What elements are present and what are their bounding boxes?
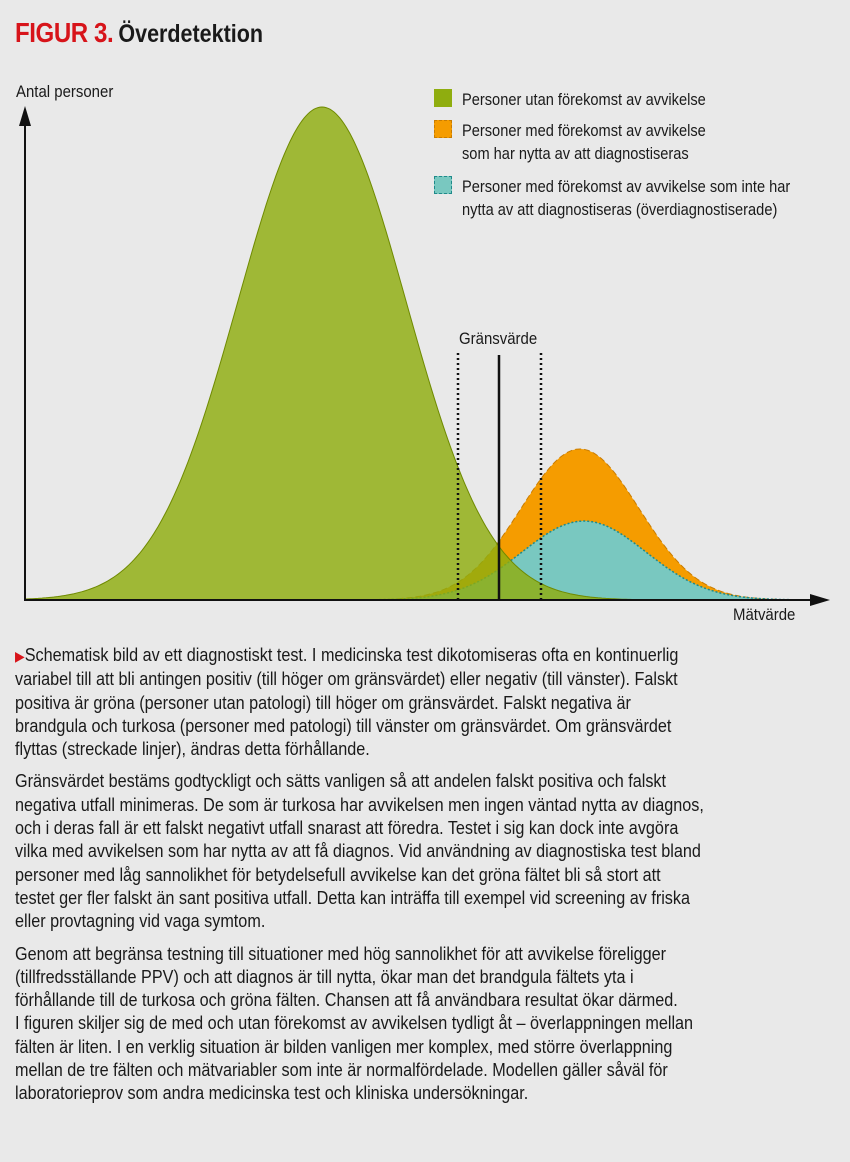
legend-text: Personer med förekomst av avvikelse (462, 121, 706, 140)
legend-swatch-orange (434, 120, 452, 138)
y-axis-arrow (19, 106, 31, 126)
green-distribution-area (25, 106, 700, 601)
caption-paragraph-2: Gränsvärdet bestäms godtyckligt och sätt… (15, 770, 825, 933)
legend-text: som har nytta av att diagnostiseras (462, 144, 689, 163)
text-line: Gränsvärdet bestäms godtyckligt och sätt… (15, 771, 667, 792)
distribution-diagram (19, 106, 830, 606)
text-line: flyttas (streckade linjer), ändras detta… (15, 739, 370, 760)
text-line: personer med låg sannolikhet för betydel… (15, 864, 661, 885)
legend-swatch-green (434, 89, 452, 107)
legend-swatch-teal (434, 176, 452, 194)
legend-text: nytta av att diagnostiseras (överdiagnos… (462, 200, 778, 219)
caption-paragraph-3: Genom att begränsa testning till situati… (15, 943, 825, 1106)
text-line: I figuren skiljer sig de med och utan fö… (15, 1013, 694, 1034)
text-line: eller provtagning vid vaga symtom. (15, 911, 266, 932)
text-line: fälten är liten. I en verklig situation … (15, 1036, 673, 1057)
y-axis-label: Antal personer (16, 82, 114, 101)
text-line: variabel till att bli antingen positiv (… (15, 669, 678, 690)
text-line: laboratorieprov som andra medicinska tes… (15, 1083, 529, 1104)
legend-text: Personer utan förekomst av avvikelse (462, 90, 706, 109)
text-line: (tillfredsställande PPV) och att diagnos… (15, 966, 634, 987)
text-line: förhållande till de turkosa och gröna fä… (15, 990, 678, 1011)
caption: ▶Schematisk bild av ett diagnostiskt tes… (15, 644, 825, 1115)
text-line: och i deras fall är ett falskt negativt … (15, 818, 679, 839)
text-line: Genom att begränsa testning till situati… (15, 943, 667, 964)
text-line: mellan de tre fälten och mätvariabler so… (15, 1060, 668, 1081)
x-axis-label: Mätvärde (733, 605, 796, 624)
text-line: brandgula och turkosa (personer med pato… (15, 715, 672, 736)
text-line: vilka med avvikelsen som har nytta av at… (15, 841, 701, 862)
text-line: negativa utfall minimeras. De som är tur… (15, 794, 704, 815)
legend-text: Personer med förekomst av avvikelse som … (462, 177, 791, 196)
figure-heading: FIGUR 3. Överdetektion (15, 17, 263, 49)
caption-paragraph-1: ▶Schematisk bild av ett diagnostiskt tes… (15, 644, 825, 761)
text-line: testet ger fler falskt än sant positiva … (15, 887, 691, 908)
x-axis-arrow (810, 594, 830, 606)
triangle-bullet-icon: ▶ (15, 648, 25, 664)
threshold-label: Gränsvärde (459, 329, 538, 348)
text-line: positiva är gröna (personer utan patolog… (15, 692, 631, 713)
figure-label: FIGUR 3. (15, 17, 114, 48)
text-line: Schematisk bild av ett diagnostiskt test… (24, 645, 679, 665)
figure-title: Överdetektion (118, 20, 263, 48)
